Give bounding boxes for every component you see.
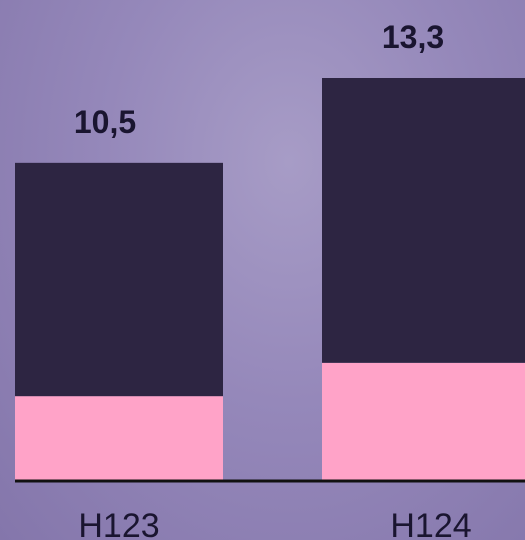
bar-h123-segment-1 bbox=[15, 396, 223, 481]
x-tick-label-h124: H124 bbox=[390, 507, 471, 540]
bars-layer bbox=[15, 78, 525, 481]
bar-h124-segment-2 bbox=[322, 78, 525, 363]
x-tick-label-h123: H123 bbox=[78, 507, 159, 540]
data-label-total-h124: 13,3 bbox=[382, 19, 444, 55]
labels-layer: 10,5 H123 13,3 H124 bbox=[74, 19, 472, 540]
bar-h123-segment-2 bbox=[15, 162, 223, 397]
bar-h124-segment-1 bbox=[322, 362, 525, 481]
data-label-total-h123: 10,5 bbox=[74, 104, 136, 140]
